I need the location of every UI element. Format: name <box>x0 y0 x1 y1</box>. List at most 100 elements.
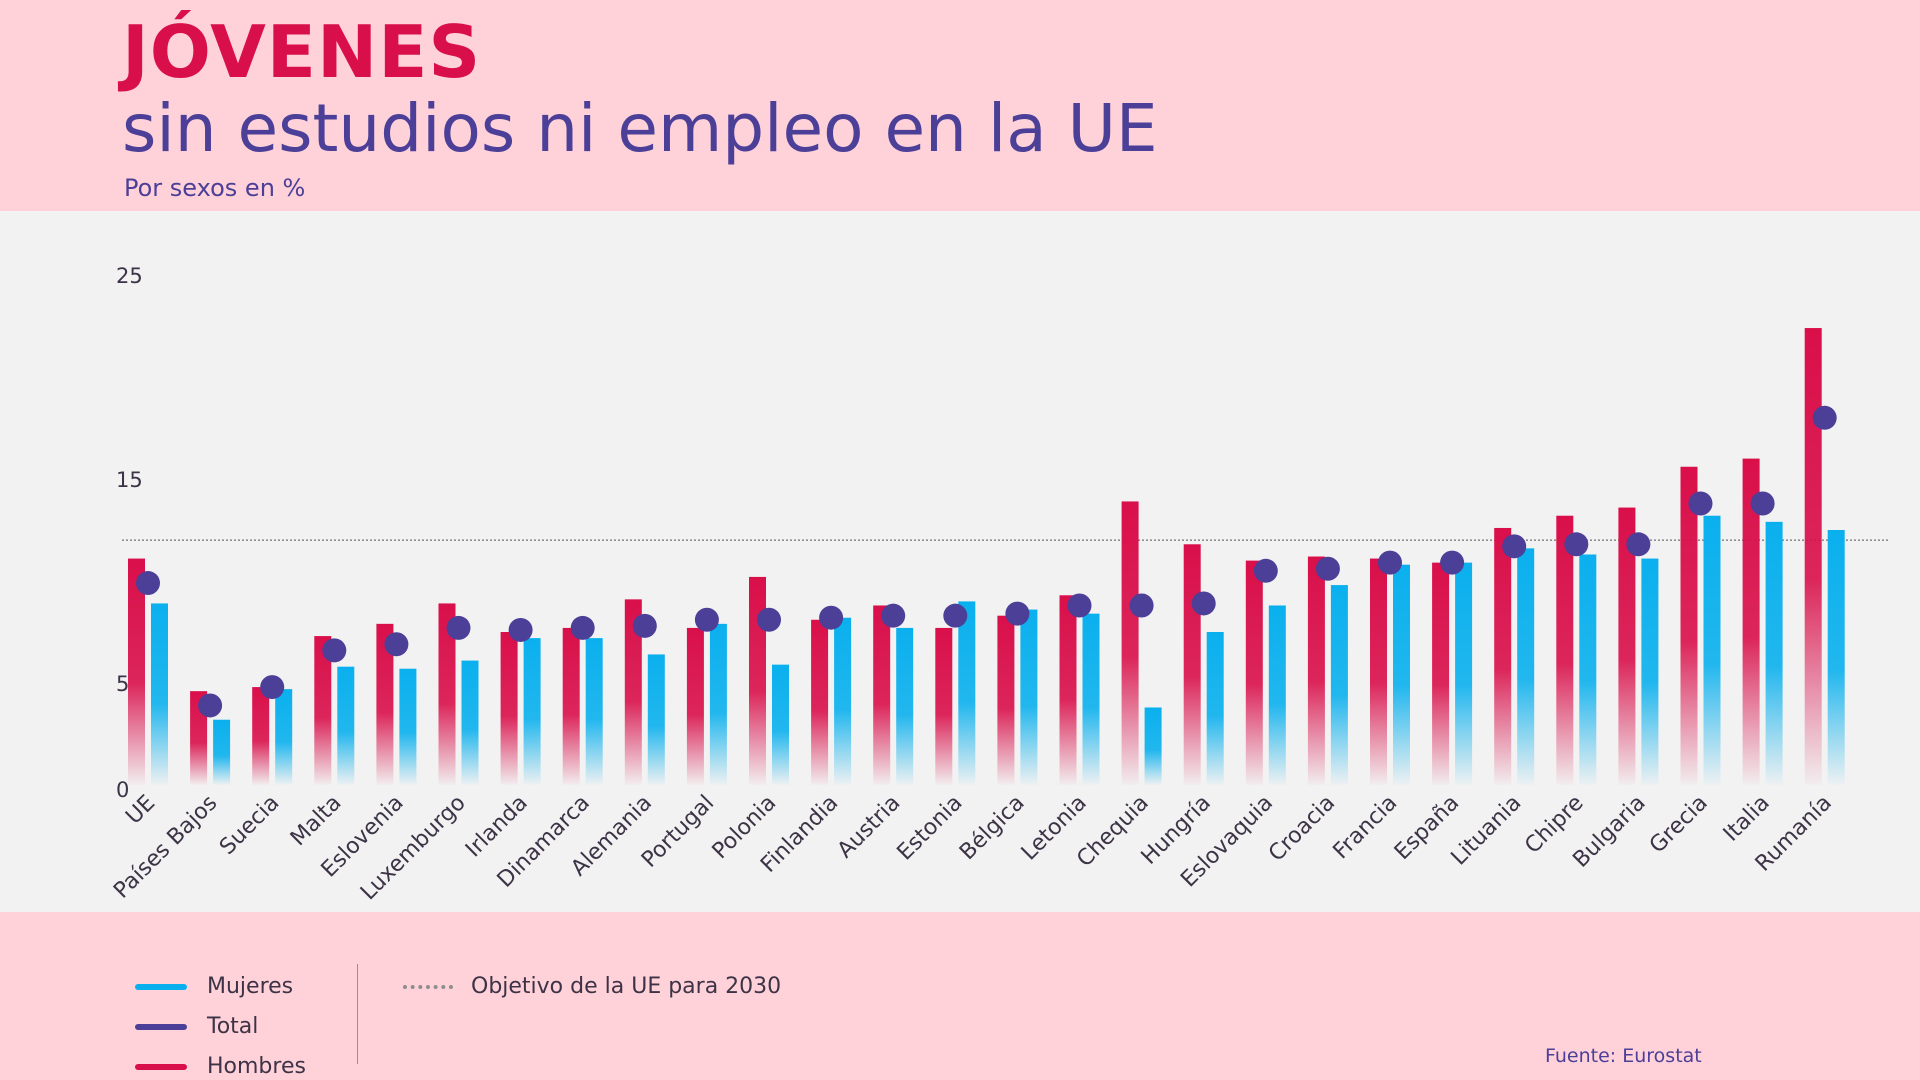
total-dot <box>1129 593 1154 618</box>
bar-women <box>399 668 417 785</box>
header: JÓVENES sin estudios ni empleo en la UE … <box>0 0 1920 211</box>
bar-women <box>1517 548 1535 785</box>
bar-women <box>1206 632 1224 785</box>
total-dot <box>1812 405 1837 430</box>
y-tick-label: 5 <box>116 672 129 696</box>
total-dot <box>1005 601 1030 626</box>
legend-item-total: Total <box>135 1014 258 1039</box>
bar-men <box>1183 544 1201 785</box>
x-tick-label: Grecia <box>1645 791 1713 859</box>
source-note: Fuente: Eurostat <box>1545 1045 1702 1067</box>
legend-item-women: Mujeres <box>135 974 293 999</box>
chart-title: JÓVENES <box>122 10 482 94</box>
bar-women <box>213 719 231 785</box>
bar-women <box>1268 605 1286 785</box>
plot-panel <box>0 211 1920 912</box>
bar-women <box>1641 558 1659 785</box>
chart-subtitle: sin estudios ni empleo en la UE <box>122 90 1158 167</box>
x-tick-label: Estonia <box>893 791 968 866</box>
bar-women <box>1579 554 1597 785</box>
total-dot <box>198 693 223 718</box>
bar-men <box>624 599 642 785</box>
bar-men <box>438 603 456 785</box>
total-dot <box>570 615 595 640</box>
bar-women <box>709 623 727 785</box>
bar-women <box>337 666 355 785</box>
bar-men <box>1680 466 1698 785</box>
bar-women <box>1330 585 1348 785</box>
bar-women <box>1144 707 1162 785</box>
total-dot <box>1315 556 1340 581</box>
bar-men <box>1059 595 1077 785</box>
legend-swatch-women <box>135 983 187 990</box>
bar-women <box>1455 562 1473 785</box>
legend-swatch-men <box>135 1063 187 1070</box>
bars-layer <box>128 328 1845 785</box>
bar-women <box>523 638 541 785</box>
legend-swatch-total <box>135 1023 187 1030</box>
bar-men <box>1121 501 1139 785</box>
total-dot <box>1440 550 1465 575</box>
bar-women <box>772 664 789 785</box>
total-dot <box>1502 534 1527 559</box>
bar-men <box>1804 328 1822 785</box>
total-dot <box>1253 558 1278 583</box>
total-dot <box>322 638 347 663</box>
bar-men <box>873 605 891 785</box>
bar-men <box>935 627 953 785</box>
y-tick-label: 0 <box>116 778 129 802</box>
total-dot <box>819 605 844 630</box>
x-tick-label: Malta <box>286 791 347 852</box>
total-dot <box>260 675 285 700</box>
y-axis: 0 5 15 25 <box>116 264 143 802</box>
bar-men <box>686 627 704 785</box>
bar-men <box>749 576 766 785</box>
total-dot <box>1688 491 1713 516</box>
x-tick-label: Croacia <box>1264 791 1340 867</box>
total-dot <box>632 613 657 638</box>
bar-men <box>376 623 394 785</box>
bar-women <box>1393 564 1410 785</box>
legend-item-men: Hombres <box>135 1054 306 1079</box>
total-dot <box>384 632 409 657</box>
total-dot <box>136 571 160 596</box>
total-dot <box>694 607 719 632</box>
bar-men <box>811 619 829 785</box>
bar-men <box>562 627 580 785</box>
total-dot <box>1750 491 1775 516</box>
bar-men <box>1556 515 1574 785</box>
legend-label-men: Hombres <box>207 1054 306 1079</box>
total-dot <box>1564 532 1589 557</box>
bar-men <box>1432 562 1450 785</box>
legend: Mujeres Total Hombres Objetivo de la UE … <box>0 912 1920 1080</box>
x-tick-label: Bélgica <box>955 791 1030 866</box>
bar-men <box>1618 507 1636 785</box>
x-tick-label: Austria <box>833 791 906 864</box>
total-dot <box>1626 532 1651 557</box>
bar-women <box>1703 515 1721 785</box>
legend-swatch-target <box>403 984 453 989</box>
total-dot <box>1378 550 1402 575</box>
bar-men <box>252 687 270 785</box>
y-tick-label: 25 <box>116 264 143 288</box>
bar-women <box>1082 613 1100 785</box>
bar-men <box>1307 556 1325 785</box>
x-tick-label: Suecia <box>215 791 284 860</box>
x-tick-label: Francia <box>1329 791 1403 865</box>
bar-men <box>500 632 518 785</box>
bar-men <box>997 615 1015 785</box>
total-dot <box>508 617 533 642</box>
legend-label-target: Objetivo de la UE para 2030 <box>471 974 782 999</box>
total-dot <box>757 607 781 632</box>
bar-women <box>896 627 914 785</box>
bar-men <box>1245 560 1263 785</box>
bar-women <box>1020 609 1038 785</box>
bar-men <box>1742 458 1760 785</box>
bar-women <box>647 654 665 785</box>
total-dot <box>1191 591 1216 616</box>
units-label: Por sexos en % <box>124 174 306 202</box>
bar-women <box>1827 530 1845 785</box>
bar-women <box>461 660 479 785</box>
legend-label-women: Mujeres <box>207 974 294 999</box>
